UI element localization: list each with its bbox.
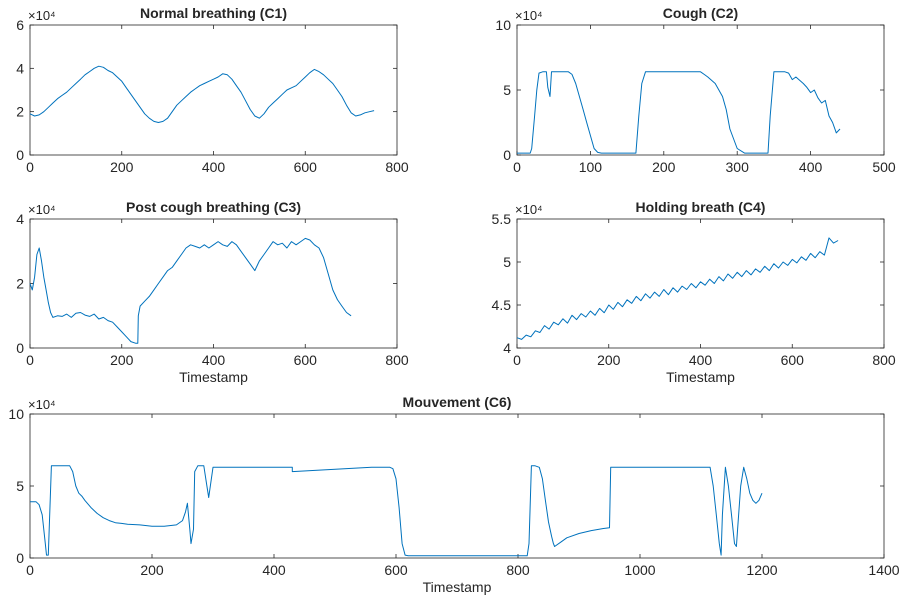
x-tick-label: 600: [294, 159, 318, 175]
x-tick-label: 800: [385, 352, 409, 368]
x-tick-label: 0: [513, 352, 521, 368]
x-tick-label: 400: [202, 159, 226, 175]
x-tick-label: 800: [385, 159, 409, 175]
panel-c2: 0 100 200 300 400 500 0 5 10 ×10⁴ Cough (C2): [495, 5, 895, 175]
x-tick-label: 0: [513, 159, 521, 175]
y-tick-label: 0: [16, 550, 24, 566]
series-line-c3: [29, 237, 352, 344]
chart-title: Post cough breathing (C3): [126, 199, 301, 215]
y-tick-label: 5: [16, 478, 24, 494]
x-tick-label: 200: [652, 159, 676, 175]
y-tick-label: 0: [16, 340, 24, 356]
y-tick-label: 4.5: [492, 297, 512, 313]
x-tick-label: 200: [140, 562, 164, 578]
x-tick-label: 800: [872, 352, 896, 368]
x-tick-label: 200: [110, 159, 134, 175]
x-tick-label: 400: [202, 352, 226, 368]
x-tick-label: 500: [872, 159, 896, 175]
y-exponent-label: ×10⁴: [28, 202, 56, 217]
x-tick-label: 0: [26, 352, 34, 368]
y-tick-label: 2: [16, 276, 24, 292]
y-tick-label: 5: [503, 254, 511, 270]
x-axis-label: Timestamp: [179, 369, 248, 385]
plot-area: [516, 24, 885, 156]
x-tick-label: 0: [26, 562, 34, 578]
chart-title: Normal breathing (C1): [140, 5, 287, 21]
series-line-c2: [517, 71, 841, 154]
y-tick-label: 5.5: [492, 211, 512, 227]
x-tick-label: 400: [799, 159, 823, 175]
x-tick-label: 600: [781, 352, 805, 368]
y-tick-label: 2: [16, 104, 24, 120]
y-tick-label: 0: [503, 147, 511, 163]
chart-title: Holding breath (C4): [636, 199, 766, 215]
plot-area: [29, 24, 398, 156]
series-line-c1: [29, 65, 375, 123]
y-exponent-label: ×10⁴: [28, 397, 56, 412]
panel-c1: 0 200 400 600 800 0 2 4 6 ×10⁴ Normal breathing (C…: [16, 5, 409, 175]
y-tick-label: 0: [16, 147, 24, 163]
x-tick-label: 100: [579, 159, 603, 175]
y-exponent-label: ×10⁴: [515, 8, 543, 23]
y-tick-label: 10: [495, 17, 511, 33]
plot-area: [29, 413, 885, 559]
y-exponent-label: ×10⁴: [515, 202, 543, 217]
panel-c6: 0 200 400 600 800 1000 1200 1400 0 5 10 ×10⁴ Mouveme…: [8, 394, 899, 595]
series-line-c6: [30, 465, 763, 557]
x-tick-label: 600: [294, 352, 318, 368]
y-tick-label: 10: [8, 406, 24, 422]
y-tick-label: 4: [503, 340, 511, 356]
y-tick-label: 6: [16, 17, 24, 33]
y-tick-label: 5: [503, 82, 511, 98]
x-axis-label: Timestamp: [666, 369, 735, 385]
y-tick-label: 4: [16, 60, 24, 76]
panel-c4: 0 200 400 600 800 4 4.5 5 5.5×10⁴ Holding breath …: [492, 199, 896, 385]
y-exponent-label: ×10⁴: [28, 8, 56, 23]
x-tick-label: 1000: [624, 562, 655, 578]
panel-c3: 0 200 400 600 800 0 2 4 ×10⁴ Post cough breathing…: [16, 199, 409, 385]
y-tick-label: 4: [16, 211, 24, 227]
chart-title: Cough (C2): [663, 5, 738, 21]
x-tick-label: 200: [110, 352, 134, 368]
x-tick-label: 600: [384, 562, 408, 578]
series-line-c4: [516, 237, 839, 340]
plot-area: [29, 218, 398, 349]
x-tick-label: 0: [26, 159, 34, 175]
x-tick-label: 1400: [868, 562, 899, 578]
x-tick-label: 200: [597, 352, 621, 368]
chart-title: Mouvement (C6): [403, 394, 512, 410]
x-tick-label: 400: [689, 352, 713, 368]
x-tick-label: 300: [726, 159, 750, 175]
x-axis-label: Timestamp: [423, 579, 492, 595]
x-tick-label: 1200: [746, 562, 777, 578]
x-tick-label: 400: [262, 562, 286, 578]
x-tick-label: 800: [506, 562, 530, 578]
